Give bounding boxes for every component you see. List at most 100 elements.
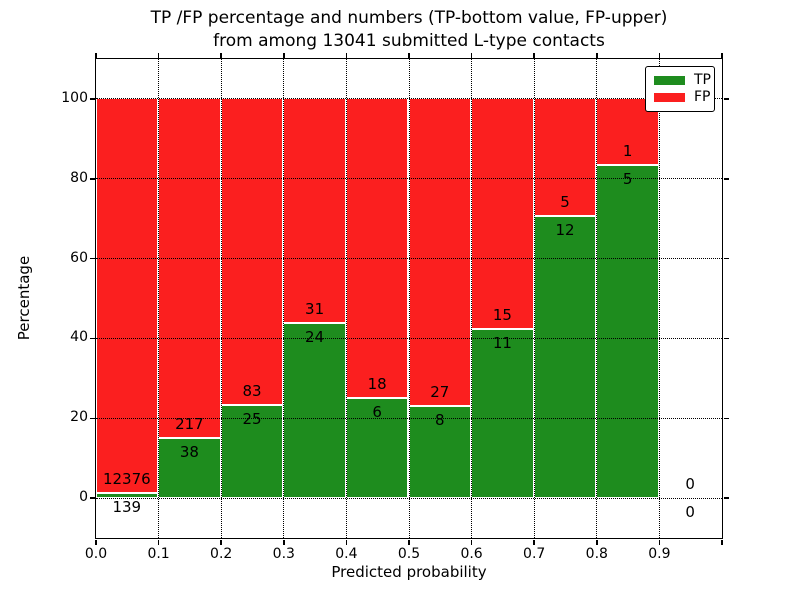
x-tick-mark <box>533 539 535 545</box>
x-tick-mark <box>157 539 160 545</box>
legend-label-tp: TP <box>694 72 711 88</box>
bar-tp-count-label: 6 <box>372 402 382 421</box>
x-tick-mark <box>220 539 222 545</box>
bar-segment-fp <box>220 98 284 406</box>
legend-swatch-fp-icon <box>654 93 685 102</box>
y-tick-mark <box>89 337 95 340</box>
bar-tp-count-label: 12 <box>555 220 575 239</box>
x-tick-mark-top <box>658 52 661 58</box>
legend-item-tp: TP <box>646 72 714 89</box>
bar-segment-fp <box>345 98 409 398</box>
bar-segment-fp <box>283 98 346 324</box>
y-tick-label: 60 <box>70 249 88 266</box>
chart-title: TP /FP percentage and numbers (TP-bottom… <box>96 7 722 53</box>
x-gridline <box>658 58 660 538</box>
bar-tp-count-label: 11 <box>492 333 512 352</box>
bar-fp-count-label: 83 <box>242 382 262 401</box>
x-tick-mark-top <box>157 52 160 58</box>
x-tick-mark-top <box>408 52 410 58</box>
x-tick-mark-top <box>95 52 97 58</box>
legend-swatch-tp-icon <box>654 76 685 85</box>
x-gridline <box>596 58 598 538</box>
bar-segment-fp <box>95 98 159 494</box>
bar-segment-tp <box>283 323 346 498</box>
bar-segment-fp <box>533 98 597 216</box>
bar-fp-count-label: 0 <box>685 474 695 493</box>
x-tick-label: 0.0 <box>84 546 108 562</box>
x-tick-mark <box>470 539 473 545</box>
x-tick-mark-top <box>283 52 285 58</box>
bar-segment-tp <box>345 397 409 498</box>
y-axis-label: Percentage <box>15 255 33 341</box>
bar-fp-count-label: 31 <box>305 300 325 319</box>
bar-fp-count-label: 217 <box>175 415 204 434</box>
x-gridline <box>220 58 222 538</box>
x-tick-mark <box>283 539 285 545</box>
x-tick-mark <box>95 539 97 545</box>
x-gridline <box>283 58 285 538</box>
y-tick-label: 80 <box>70 169 88 186</box>
bar-segment-fp <box>471 98 534 329</box>
bar-segment-fp <box>158 98 221 439</box>
bar-segment-fp <box>408 98 472 407</box>
x-tick-label: 0.5 <box>397 546 421 562</box>
x-tick-mark-top <box>470 52 473 58</box>
bar-fp-count-label: 1 <box>622 141 633 160</box>
bar-segment-tp <box>596 164 659 498</box>
x-tick-mark <box>658 539 661 545</box>
y-tick-label: 20 <box>70 409 88 426</box>
legend-item-fp: FP <box>646 89 714 106</box>
bar-fp-count-label: 18 <box>367 374 387 393</box>
y-tick-mark <box>89 257 95 260</box>
bar-fp-count-label: 12376 <box>102 470 151 489</box>
x-tick-label: 0.3 <box>272 546 295 562</box>
y-tick-mark-right <box>723 98 729 100</box>
x-axis-label: Predicted probability <box>331 563 487 581</box>
bar-fp-count-label: 5 <box>560 192 570 211</box>
y-tick-mark-right <box>723 337 729 340</box>
x-tick-label: 0.4 <box>335 546 358 562</box>
x-gridline <box>471 58 473 538</box>
chart-title-line2: from among 13041 submitted L-type contac… <box>213 31 605 51</box>
x-tick-label: 0.7 <box>523 546 546 562</box>
legend-label-fp: FP <box>694 89 711 105</box>
y-tick-label: 40 <box>70 329 88 346</box>
legend: TP FP <box>645 66 715 112</box>
x-tick-mark <box>721 539 723 545</box>
y-tick-label: 100 <box>61 89 88 106</box>
chart-title-line1: TP /FP percentage and numbers (TP-bottom… <box>150 8 668 28</box>
x-tick-label: 0.8 <box>585 546 608 562</box>
x-tick-label: 0.2 <box>210 546 233 562</box>
bar-tp-count-label: 24 <box>305 328 325 347</box>
bar-segment-tp <box>471 328 534 498</box>
x-tick-mark-top <box>345 52 348 58</box>
y-tick-mark-right <box>723 257 729 260</box>
x-gridline <box>158 58 160 538</box>
y-tick-mark <box>89 98 95 100</box>
bar-fp-count-label: 27 <box>430 383 450 402</box>
x-tick-mark <box>408 539 410 545</box>
x-tick-mark-top <box>596 52 598 58</box>
y-tick-mark-right <box>723 417 729 419</box>
x-tick-mark-top <box>220 52 222 58</box>
bar-tp-count-label: 38 <box>179 443 199 462</box>
x-tick-label: 0.1 <box>147 546 170 562</box>
x-gridline <box>533 58 535 538</box>
bar-fp-count-label: 15 <box>492 305 512 324</box>
bar-tp-count-label: 0 <box>685 502 695 521</box>
y-tick-label: 0 <box>79 489 88 506</box>
bar-segment-tp <box>95 493 159 498</box>
bar-tp-count-label: 5 <box>622 169 633 188</box>
x-tick-mark <box>345 539 348 545</box>
x-gridline <box>408 58 410 538</box>
bar-segment-tp <box>158 438 221 498</box>
bar-segment-tp <box>408 406 472 498</box>
y-tick-mark-right <box>723 178 729 180</box>
x-tick-mark-top <box>721 52 723 58</box>
x-tick-mark <box>596 539 598 545</box>
x-tick-label: 0.9 <box>648 546 671 562</box>
y-tick-mark <box>89 497 95 499</box>
y-tick-mark <box>89 417 95 419</box>
x-tick-label: 0.6 <box>460 546 483 562</box>
